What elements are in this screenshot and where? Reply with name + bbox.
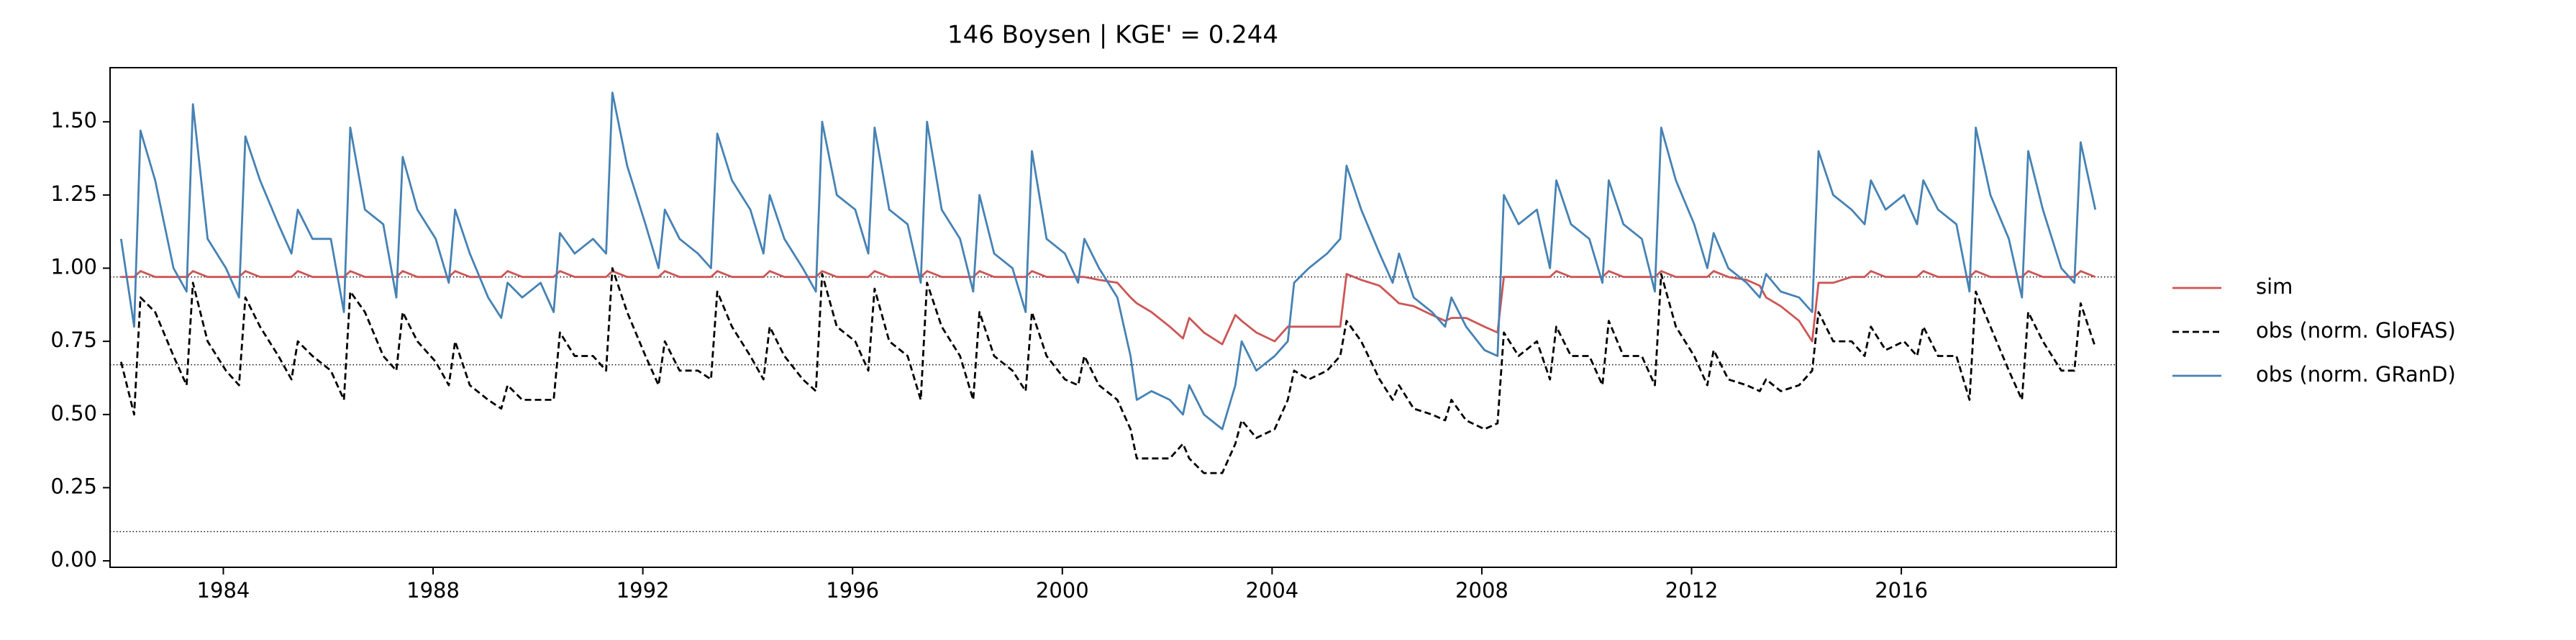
x-tick-label: 2000 [1036,578,1089,603]
y-tick-label: 0.25 [50,474,97,498]
y-tick-label: 0.75 [50,328,97,352]
x-tick-label: 1984 [197,578,250,603]
series-line [119,267,2097,474]
x-tick-label: 1988 [406,578,460,603]
legend-label: obs (norm. GRanD) [2256,362,2456,387]
x-tick-label: 2004 [1245,578,1298,603]
x-tick-label: 1992 [616,578,670,603]
plot-frame [109,67,2117,568]
y-tick-label: 1.00 [50,254,97,279]
legend-label: obs (norm. GloFAS) [2256,318,2456,343]
y-tick-label: 1.25 [50,181,97,206]
series-line [119,91,2097,431]
y-tick-label: 1.50 [50,108,97,132]
x-tick-label: 2008 [1455,578,1508,603]
x-tick-label: 1996 [826,578,879,603]
x-tick-label: 2012 [1665,578,1719,603]
legend-label: sim [2256,274,2293,299]
x-tick-label: 2016 [1875,578,1928,603]
y-tick-label: 0.50 [50,401,97,425]
y-tick-label: 0.00 [50,547,97,572]
chart-title: 146 Boysen | KGE' = 0.244 [947,21,1278,50]
